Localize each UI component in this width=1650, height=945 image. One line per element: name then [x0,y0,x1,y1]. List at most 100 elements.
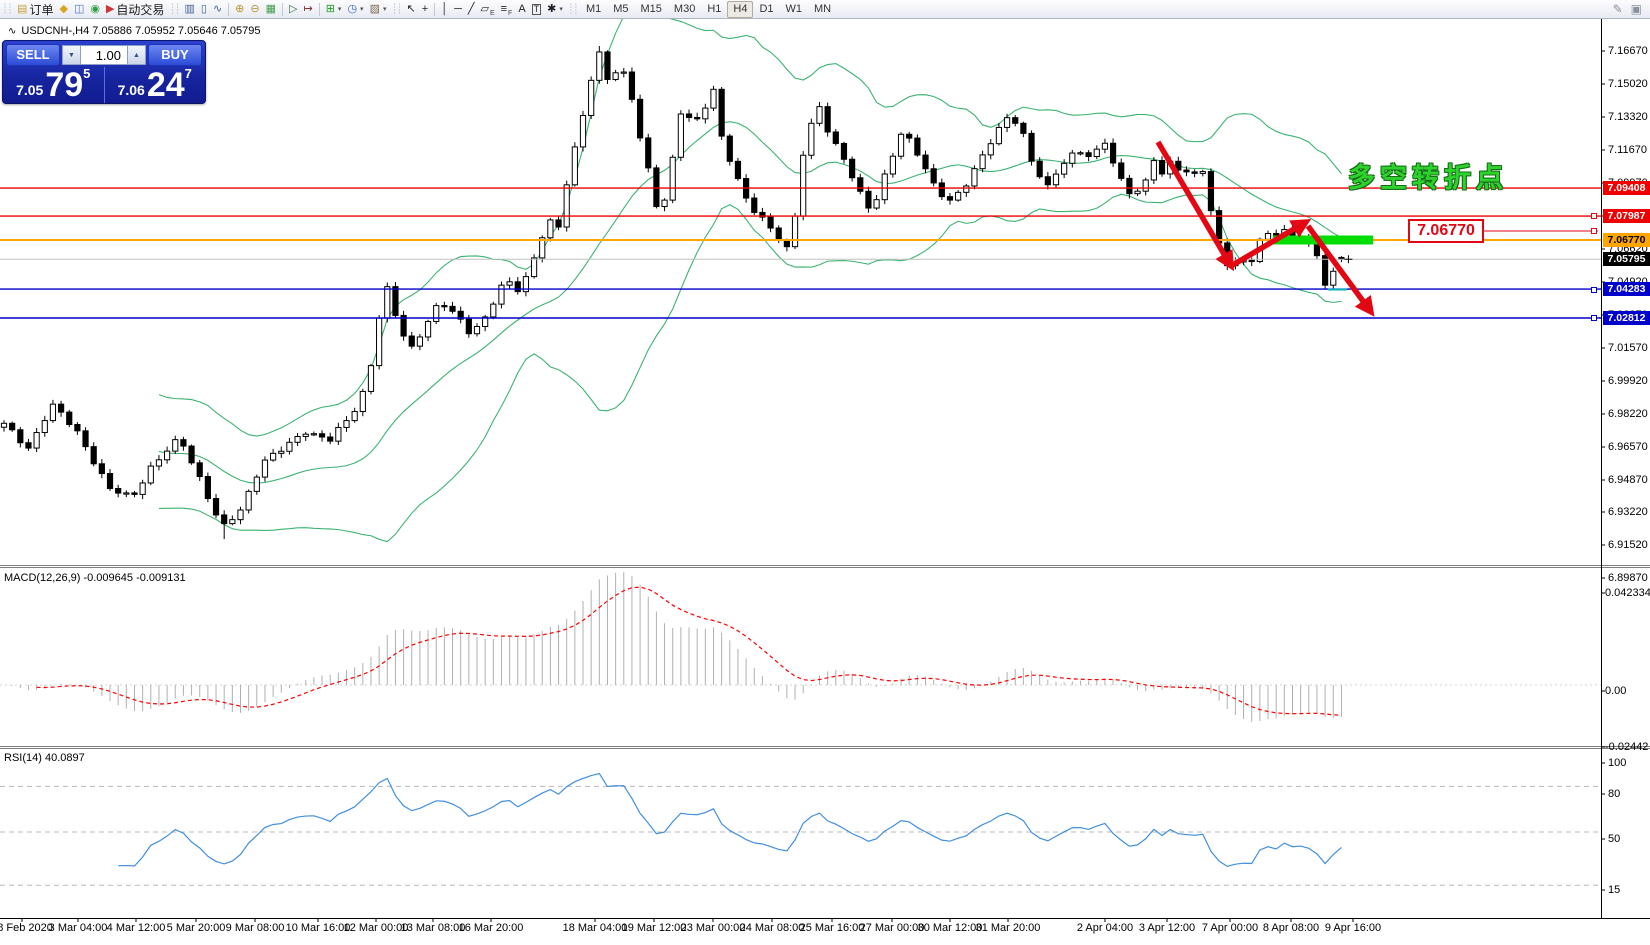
sell-price[interactable]: 7.05 79 5 [3,67,105,103]
timeframe-button-M30[interactable]: M30 [673,2,696,15]
text-label-icon: T [531,3,542,15]
line-anchor-handle[interactable] [1591,213,1597,219]
green-highlight-bar[interactable] [1273,235,1373,245]
candle [1330,270,1337,286]
template-caret-icon[interactable]: ▾ [382,6,387,13]
charts-window-button[interactable]: ◫ [71,1,87,17]
candle [555,219,562,228]
buy-price[interactable]: 7.06 24 7 [105,67,206,103]
candle [49,403,57,422]
candle [74,423,81,432]
timeframe-button-M5[interactable]: M5 [613,2,629,15]
vertical-line-button[interactable]: │ [438,1,451,17]
line-anchor-handle[interactable] [1591,287,1597,293]
candle [522,276,530,293]
candle [294,436,301,443]
candle [196,462,203,478]
volume-increase-button[interactable]: ▲ [127,45,146,65]
candle [212,498,220,516]
candle [351,411,358,422]
volume-decrease-button[interactable]: ▼ [62,45,81,65]
text-button[interactable]: A [515,1,528,17]
period-clock-button[interactable]: ◷ ▾ [344,1,366,17]
timeframe-button-M15[interactable]: M15 [640,2,662,15]
chart-shift-button[interactable]: ▷ [286,1,300,17]
channel-icon: ▱ [480,3,489,15]
candle [661,199,668,208]
line-chart-button[interactable]: ∿ [210,1,225,17]
candle [1199,171,1206,174]
buy-button[interactable]: BUY [148,44,202,66]
candle [588,79,595,116]
modify-order-button[interactable]: ◆ [56,1,70,17]
crosshair-button[interactable]: + [419,1,431,17]
candle-chart-button[interactable]: ▯ [198,1,210,17]
candle [1118,162,1125,179]
auto-trading-button[interactable]: ▶ 自动交易 [103,1,167,17]
channel-button[interactable]: ▱ E [477,1,497,17]
horizontal-line-button[interactable]: ─ [451,1,465,17]
tile-windows-button[interactable]: ▦ [263,1,279,17]
sell-button[interactable]: SELL [6,44,60,66]
fibonacci-button[interactable]: ≡ F [498,1,516,17]
trend-arrow[interactable] [1229,218,1312,269]
candle [98,463,105,475]
candle [1248,259,1255,263]
candle [1134,190,1141,195]
add-indicator-caret-icon[interactable]: ▾ [337,6,342,13]
window-icon[interactable]: ▣ [1630,2,1642,16]
trend-arrow[interactable] [1305,224,1375,317]
line-anchor-handle[interactable] [1591,315,1597,321]
candle [702,107,709,120]
auto-scroll-icon: ↦ [303,3,313,15]
timeframe-button-MN[interactable]: MN [814,2,832,15]
timeframe-button-M1[interactable]: M1 [585,2,602,15]
cursor-button[interactable]: ↖ [404,1,419,17]
trendline-button[interactable]: ╱ [465,1,478,17]
arrows-caret-icon[interactable]: ▾ [559,6,563,13]
line-anchor-handle[interactable] [1591,228,1597,234]
rsi-pane [118,772,1342,868]
toolbar-separator [282,2,284,16]
zoom-out-button[interactable]: ⊖ [247,1,262,17]
bar-chart-button[interactable]: ▥ [181,1,197,17]
candle [278,450,285,454]
zoom-in-button[interactable]: ⊕ [232,1,247,17]
candle [400,314,407,337]
candle [164,450,171,461]
candle [873,199,880,209]
text-label-button[interactable]: T [529,1,545,17]
volume-input[interactable]: 1.00 [81,45,127,65]
add-indicator-button[interactable]: ⊞ ▾ [323,1,345,17]
candle [188,445,195,464]
market-watch-button[interactable]: ◉ [87,1,103,17]
timeframe-button-H1[interactable]: H1 [707,2,722,15]
crosshair-icon: + [421,3,429,15]
new-order-button[interactable]: ▤ 订单 [14,1,56,17]
price-level-label[interactable]: 7.06770 [1408,219,1484,243]
turning-point-annotation: 多空转折点 [1348,163,1508,193]
candle [547,219,554,239]
timeframe-button-W1[interactable]: W1 [785,2,803,15]
candle [17,429,24,444]
period-clock-caret-icon[interactable]: ▾ [360,6,364,13]
template-button[interactable]: ▨ ▾ [367,1,390,17]
candle [384,286,391,319]
timeframe-button-H4[interactable]: H4 [727,0,754,18]
arrows-button[interactable]: ✱ ▾ [544,1,566,17]
timeframe-button-D1[interactable]: D1 [759,2,774,15]
candle [367,365,375,392]
edit-icon[interactable]: ✎ [1612,2,1623,16]
trend-arrow[interactable] [1155,140,1235,272]
sell-price-sup: 5 [83,66,91,81]
auto-scroll-button[interactable]: ↦ [300,1,315,17]
candle [376,317,383,367]
candle [897,133,905,157]
candles-layer [0,45,1345,540]
vertical-line-icon: │ [441,3,449,15]
candle [25,442,32,449]
candle [1142,179,1149,192]
candle [612,72,619,80]
candle [645,137,652,169]
